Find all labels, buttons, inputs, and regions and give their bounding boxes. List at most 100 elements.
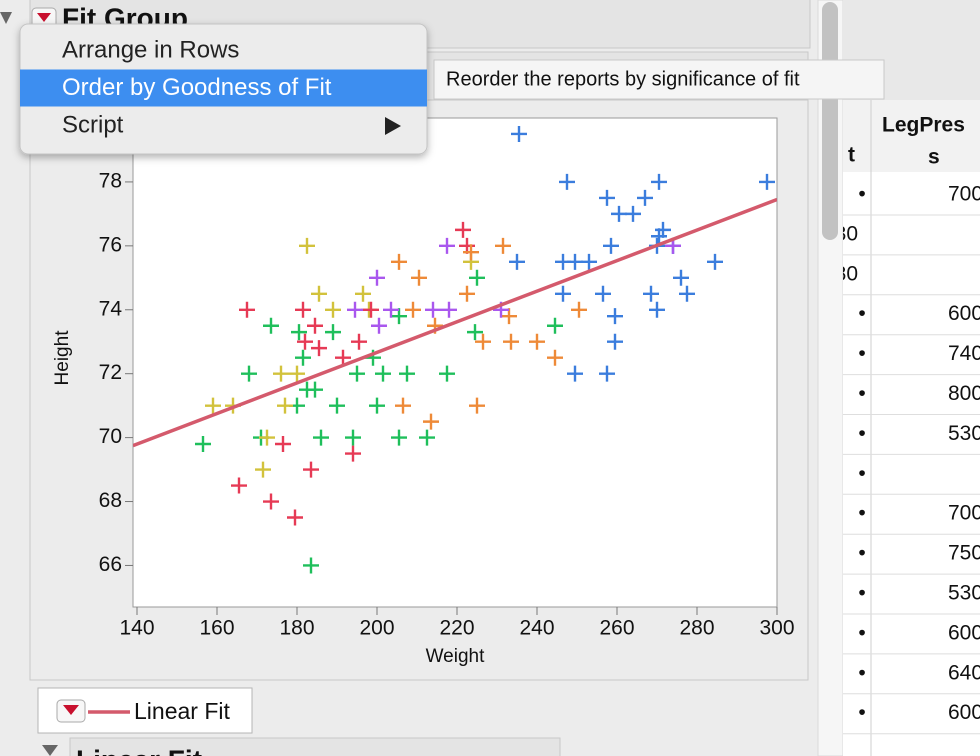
data-point	[679, 285, 695, 302]
data-point	[307, 381, 323, 398]
table-cell: 700	[948, 502, 980, 525]
data-point	[603, 237, 619, 254]
data-point	[351, 333, 367, 350]
table-cell: 80	[835, 262, 858, 285]
table-cell: 600	[948, 701, 980, 724]
data-point	[325, 324, 341, 341]
scrollbar-thumb[interactable]	[822, 2, 838, 240]
data-point	[345, 429, 361, 446]
data-point	[611, 205, 627, 222]
x-tick-label: 140	[119, 617, 154, 640]
data-point	[649, 301, 665, 318]
menu-item[interactable]: Order by Goodness of Fit	[62, 74, 332, 101]
data-point	[349, 365, 365, 382]
data-point	[567, 253, 583, 270]
data-point	[595, 285, 611, 302]
y-tick-label: 78	[99, 169, 122, 192]
data-point	[329, 397, 345, 414]
data-point	[263, 493, 279, 510]
data-point	[289, 365, 305, 382]
table-cell: 640	[948, 661, 980, 684]
data-point	[439, 365, 455, 382]
x-tick-label: 200	[359, 617, 394, 640]
menu-highlight	[20, 69, 427, 107]
data-point	[383, 301, 399, 318]
x-tick-label: 160	[199, 617, 234, 640]
tooltip	[433, 59, 885, 100]
data-point	[455, 221, 471, 238]
data-point	[419, 429, 435, 446]
y-tick-label: 72	[99, 361, 122, 384]
data-point	[599, 189, 615, 206]
data-point	[547, 317, 563, 334]
data-point	[255, 461, 271, 478]
table-cell: •	[858, 621, 865, 644]
table-header	[843, 100, 980, 172]
x-tick-label: 220	[439, 617, 474, 640]
section-title: Linear Fit	[76, 744, 202, 756]
table-cells: tLegPress•3080•••••••••••700600740800530…	[835, 114, 980, 735]
data-point	[307, 317, 323, 334]
disclosure-triangle[interactable]	[0, 12, 12, 24]
data-point	[375, 365, 391, 382]
menu-item[interactable]: Arrange in Rows	[62, 36, 239, 63]
x-tick-label: 240	[519, 617, 554, 640]
menu-item[interactable]: Script	[62, 111, 124, 138]
data-point	[405, 301, 421, 318]
table-cell: 600	[948, 302, 980, 325]
data-point	[239, 301, 255, 318]
y-axis-label: Height	[52, 330, 73, 386]
y-tick-label: 70	[99, 425, 122, 448]
data-point	[297, 333, 313, 350]
data-point	[303, 557, 319, 574]
data-point	[195, 436, 211, 452]
data-point	[311, 340, 327, 357]
data-point	[335, 349, 351, 366]
data-point	[311, 285, 327, 302]
table-cell: 700	[948, 183, 980, 206]
data-point	[469, 269, 485, 286]
column-header: LegPres	[882, 114, 965, 137]
plot-area	[132, 117, 778, 608]
data-point	[459, 285, 475, 302]
data-point	[231, 477, 247, 494]
data-point	[637, 189, 653, 206]
data-table	[843, 100, 980, 756]
data-point	[371, 317, 387, 334]
data-point	[313, 429, 329, 446]
data-point	[581, 253, 597, 270]
data-point	[299, 237, 315, 254]
y-tick-label: 74	[99, 297, 123, 320]
data-point	[355, 285, 371, 302]
data-point	[205, 397, 221, 414]
data-point	[441, 301, 457, 318]
data-point	[423, 413, 439, 430]
data-point	[529, 333, 545, 350]
data-point	[295, 349, 311, 366]
x-tick-label: 300	[759, 617, 794, 640]
data-point	[325, 301, 341, 318]
data-point	[241, 365, 257, 382]
table-cell: •	[858, 183, 865, 206]
column-header: s	[928, 146, 940, 169]
table-cell: •	[858, 302, 865, 325]
table-cell: •	[858, 342, 865, 365]
submenu-arrow	[385, 117, 401, 135]
data-point	[503, 333, 519, 350]
section-header-box	[69, 737, 561, 756]
data-point	[295, 301, 311, 318]
table-cell: •	[858, 382, 865, 405]
disclosure-triangle[interactable]	[42, 745, 58, 756]
data-point	[651, 173, 667, 190]
data-point	[469, 397, 485, 414]
data-point	[607, 308, 623, 325]
table-cell: •	[858, 502, 865, 525]
data-point	[475, 333, 491, 350]
data-point	[345, 445, 361, 462]
data-point	[363, 301, 379, 318]
plot-marks	[133, 125, 777, 574]
data-point	[599, 365, 615, 382]
